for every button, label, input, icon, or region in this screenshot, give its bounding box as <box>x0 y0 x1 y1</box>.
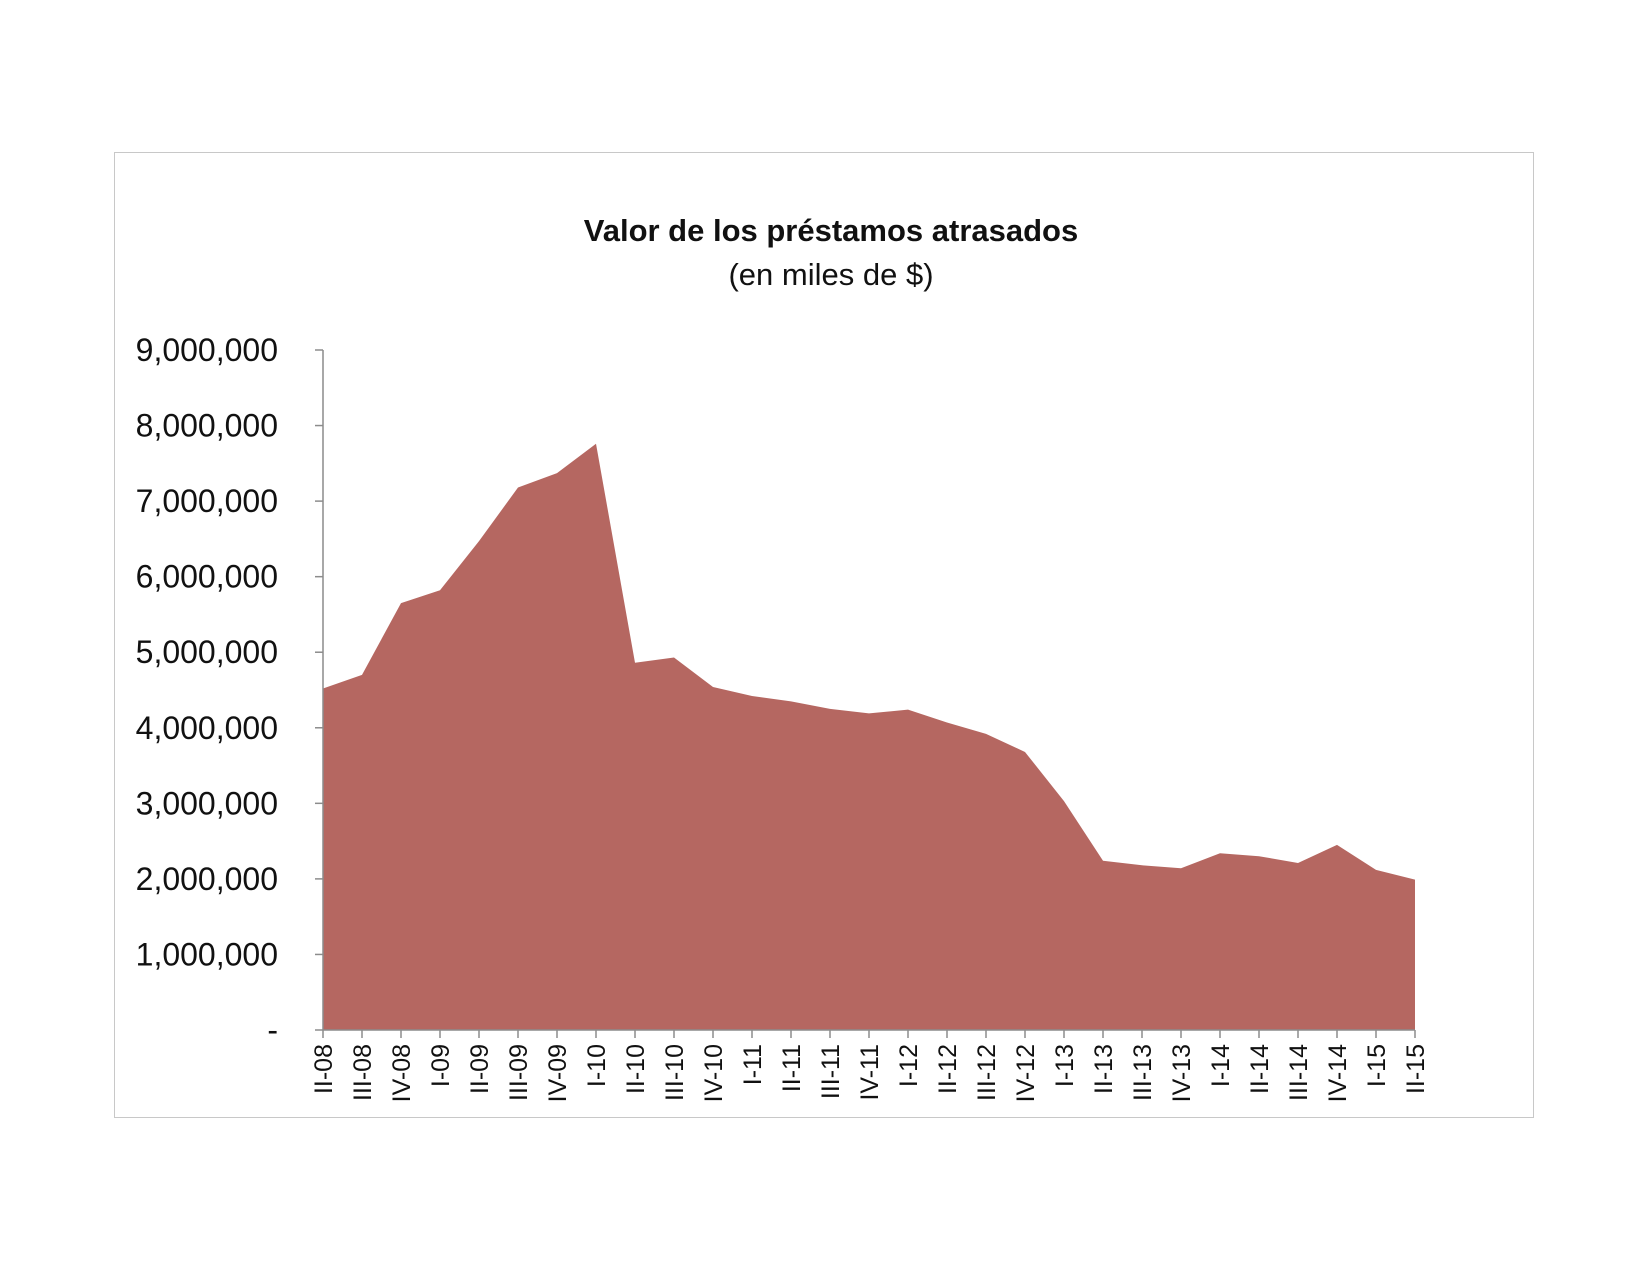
y-tick-label: 1,000,000 <box>136 936 278 972</box>
x-tick-label: IV-13 <box>1168 1044 1196 1102</box>
chart-frame: Valor de los préstamos atrasados (en mil… <box>114 152 1534 1118</box>
y-tick-label: 5,000,000 <box>136 634 278 670</box>
y-tick-label: 2,000,000 <box>136 861 278 897</box>
y-tick-label: 8,000,000 <box>136 408 278 444</box>
y-tick-label: - <box>267 1012 278 1048</box>
x-tick-label: I-13 <box>1051 1044 1079 1087</box>
x-tick-label: III-14 <box>1285 1044 1313 1101</box>
y-tick-label: 6,000,000 <box>136 559 278 595</box>
x-tick-label: I-14 <box>1207 1044 1235 1087</box>
x-tick-label: II-14 <box>1246 1044 1274 1094</box>
x-tick-label: IV-12 <box>1012 1044 1040 1102</box>
x-tick-label: III-12 <box>973 1044 1001 1101</box>
series-area-0 <box>323 443 1415 1030</box>
x-tick-label: I-15 <box>1363 1044 1391 1087</box>
x-tick-label: IV-09 <box>544 1044 572 1102</box>
x-tick-label: II-13 <box>1090 1044 1118 1094</box>
x-tick-label: I-11 <box>739 1044 767 1085</box>
x-tick-label: I-09 <box>427 1044 455 1087</box>
plot-area: - 1,000,000 2,000,000 3,000,000 4,000,000 5,0… <box>136 332 1430 1102</box>
chart-title: Valor de los préstamos atrasados <box>584 213 1079 248</box>
x-tick-label: III-10 <box>661 1044 689 1101</box>
x-tick-label: I-10 <box>583 1044 611 1087</box>
x-tick-label: II-09 <box>466 1044 494 1094</box>
x-tick-label: IV-11 <box>856 1044 884 1101</box>
x-tick-label: IV-14 <box>1324 1044 1352 1102</box>
x-tick-label: III-08 <box>349 1044 377 1101</box>
x-tick-label: I-12 <box>895 1044 923 1087</box>
x-tick-label: II-15 <box>1402 1044 1430 1094</box>
x-tick-label: II-12 <box>934 1044 962 1094</box>
x-tick-label: II-11 <box>778 1044 806 1092</box>
y-tick-label: 7,000,000 <box>136 483 278 519</box>
x-tick-label: III-13 <box>1129 1044 1157 1101</box>
chart-svg: Valor de los préstamos atrasados (en mil… <box>136 213 1430 1102</box>
x-tick-label: III-09 <box>505 1044 533 1101</box>
y-tick-label: 9,000,000 <box>136 332 278 368</box>
x-tick-label: III-11 <box>817 1044 845 1099</box>
x-tick-label: IV-10 <box>700 1044 728 1102</box>
y-tick-label: 3,000,000 <box>136 785 278 821</box>
chart-subtitle: (en miles de $) <box>728 257 933 292</box>
y-tick-label: 4,000,000 <box>136 710 278 746</box>
x-tick-label: II-10 <box>622 1044 650 1094</box>
x-tick-label: II-08 <box>310 1044 338 1094</box>
x-tick-label: IV-08 <box>388 1044 416 1102</box>
